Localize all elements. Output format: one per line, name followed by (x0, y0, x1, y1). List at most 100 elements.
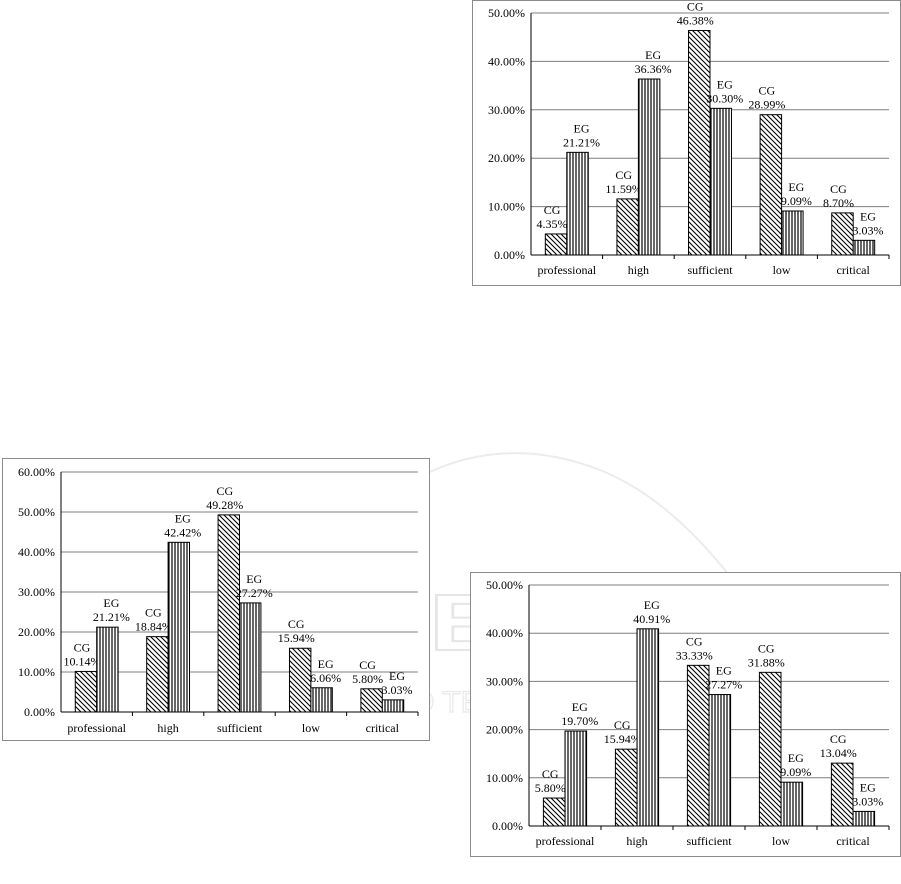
chart-2-data-label: 3.03% (382, 683, 413, 697)
chart-1-series-label: CG (687, 1, 704, 14)
chart-3-data-label: 3.03% (852, 794, 883, 808)
chart-3-series-label: CG (686, 634, 703, 648)
chart-1-ytick-label: 10.00% (488, 200, 525, 214)
chart-1-xtick-label: professional (537, 263, 596, 277)
chart-1-xtick-label: sufficient (687, 263, 733, 277)
chart-2-bar-eg-sufficient (239, 602, 262, 713)
chart-1-bar-eg-low (781, 210, 804, 256)
chart-1-data-label: 9.09% (781, 194, 812, 208)
chart-3-bar-eg-sufficient (708, 694, 732, 827)
chart-2-ytick-label: 50.00% (18, 505, 55, 519)
chart-1-xtick-label: critical (837, 263, 871, 277)
chart-1-bar-cg-sufficient (688, 30, 711, 256)
chart-1-bar-cg-low (759, 114, 783, 256)
chart-3-svg: 0.00% 10.00% 20.00% 30.00% 40.00% 50.00% profe… (486, 578, 890, 848)
chart-1-xtick-label: low (773, 263, 791, 277)
chart-3-series-label: EG (716, 664, 732, 678)
chart-3-bar-cg-professional (542, 797, 566, 827)
chart-3-data-label: 31.88% (748, 655, 785, 669)
chart-3-bar-cg-high (614, 748, 638, 827)
chart-1-bar-eg-high (637, 78, 661, 256)
chart-2-bar-eg-low (310, 687, 333, 713)
chart-2-series-label: EG (389, 669, 405, 683)
chart-3-data-label: 27.27% (705, 678, 742, 692)
chart-1-series-label: EG (645, 48, 661, 62)
chart-2-ytick-label: 30.00% (18, 585, 55, 599)
chart-2-ytick-label: 60.00% (18, 465, 55, 479)
chart-3-bar-cg-low (758, 671, 782, 827)
chart-3-series-label: CG (542, 767, 559, 781)
chart-2-svg: 0.00% 10.00% 20.00% 30.00% 40.00% 50.00% 60.00… (18, 465, 419, 735)
chart-1-bar-eg-professional (566, 151, 589, 256)
chart-3-series-label: CG (758, 641, 775, 655)
chart-2-ytick-label: 20.00% (18, 625, 55, 639)
chart-2-bar-cg-low (288, 647, 312, 713)
chart-2-series-label: EG (246, 572, 262, 586)
chart-1-data-label: 28.99% (748, 98, 785, 112)
chart-3-xtick-label: sufficient (686, 834, 732, 848)
chart-3-bar-cg-critical (830, 762, 854, 827)
chart-3-xtick-label: low (772, 834, 790, 848)
chart-3-ytick-label: 10.00% (486, 771, 523, 785)
chart-2-ytick-label: 0.00% (24, 705, 55, 719)
chart-2-xtick-label: critical (366, 721, 400, 735)
chart-1-data-label: 11.59% (605, 182, 642, 196)
chart-2-series-label: CG (74, 640, 91, 654)
chart-1-series-label: CG (830, 182, 847, 196)
chart-1-ytick-label: 30.00% (488, 103, 525, 117)
chart-panel-2: 0.00% 10.00% 20.00% 30.00% 40.00% 50.00% 60.00… (2, 458, 430, 741)
chart-3-ytick-label: 0.00% (492, 819, 523, 833)
chart-1-data-label: 36.36% (635, 62, 672, 76)
chart-2-bar-eg-critical (381, 699, 405, 713)
chart-3-series-label: EG (644, 598, 660, 612)
chart-2-xtick-label: professional (67, 721, 126, 735)
chart-1-ytick-label: 50.00% (488, 6, 525, 20)
chart-1-data-label: 21.21% (563, 135, 600, 149)
chart-1-xtick-label: high (628, 263, 649, 277)
chart-2-ytick-label: 10.00% (18, 665, 55, 679)
chart-2-data-label: 21.21% (93, 610, 130, 624)
chart-2-data-label: 49.28% (206, 498, 243, 512)
chart-2-bar-cg-sufficient (217, 514, 241, 713)
chart-2-data-label: 18.84% (135, 620, 172, 634)
chart-panel-1: 0.00% 10.00% 20.00% 30.00% 40.00% 50.00% profe… (472, 0, 901, 286)
chart-1-data-label: 30.30% (706, 91, 743, 105)
chart-3-data-label: 9.09% (780, 765, 811, 779)
chart-2-data-label: 5.80% (352, 672, 383, 686)
chart-3-ytick-label: 40.00% (486, 626, 523, 640)
chart-1-data-label: 4.35% (537, 217, 568, 231)
chart-3-data-label: 40.91% (633, 612, 670, 626)
chart-1-bar-cg-professional (544, 233, 568, 256)
chart-1-bar-eg-sufficient (709, 107, 732, 256)
chart-3-data-label: 15.94% (604, 732, 641, 746)
chart-3-data-label: 19.70% (561, 714, 598, 728)
chart-1-series-label: EG (574, 121, 590, 135)
chart-panel-3: 0.00% 10.00% 20.00% 30.00% 40.00% 50.00% profe… (470, 572, 901, 857)
chart-1-bar-eg-critical (852, 239, 876, 256)
chart-3-ytick-label: 50.00% (486, 578, 523, 592)
chart-2-series-label: EG (103, 596, 119, 610)
chart-3-series-label: CG (614, 718, 631, 732)
chart-1-series-label: CG (759, 84, 776, 98)
chart-3-series-label: CG (830, 732, 847, 746)
chart-3-series-label: EG (788, 751, 804, 765)
chart-2-series-label: CG (145, 606, 162, 620)
chart-1-bar-cg-high (616, 198, 639, 256)
chart-3-bar-eg-professional (564, 730, 588, 827)
chart-1-ytick-label: 40.00% (488, 54, 525, 68)
chart-1-bar-cg-critical (831, 212, 854, 256)
chart-3-data-label: 5.80% (535, 781, 566, 795)
chart-2-xtick-label: high (157, 721, 178, 735)
chart-2-bar-cg-professional (74, 670, 98, 713)
chart-2-series-label: CG (359, 658, 376, 672)
chart-2-data-label: 10.14% (63, 654, 100, 668)
chart-2-ytick-label: 40.00% (18, 545, 55, 559)
chart-1-series-label: CG (544, 203, 561, 217)
chart-1-series-label: EG (860, 209, 876, 223)
chart-2-bar-eg-professional (96, 626, 119, 713)
chart-1-ytick-label: 20.00% (488, 151, 525, 165)
chart-1-data-label: 3.03% (852, 223, 883, 237)
chart-3-data-label: 13.04% (820, 746, 857, 760)
chart-2-data-label: 42.42% (164, 525, 201, 539)
chart-2-series-label: EG (318, 657, 334, 671)
